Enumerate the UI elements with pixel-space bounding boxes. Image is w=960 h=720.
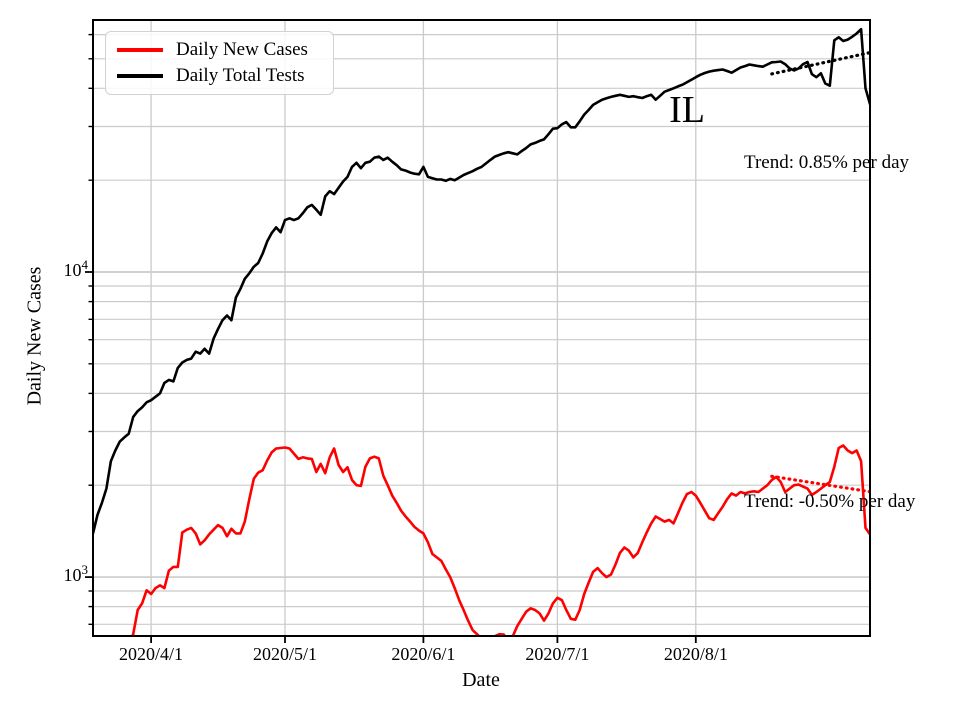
tests-trend-label: Trend: 0.85% per day (744, 152, 909, 173)
y-tick-label-10e3: 103 (40, 562, 89, 586)
y-tick-exponent: 4 (81, 257, 89, 272)
legend-label: Daily Total Tests (176, 65, 305, 86)
legend-item-daily-new-cases: Daily New Cases (117, 39, 327, 61)
x-tick-label: 2020/5/1 (253, 644, 318, 664)
y-tick-base: 10 (63, 565, 82, 585)
cases-trend-label: Trend: -0.50% per day (744, 491, 916, 512)
x-tick-label: 2020/8/1 (663, 644, 728, 664)
y-tick-label-10e4: 104 (40, 257, 89, 281)
y-tick-exponent: 3 (81, 562, 89, 577)
legend: Daily New Cases Daily Total Tests (105, 31, 334, 95)
legend-label: Daily New Cases (176, 39, 308, 60)
x-tick-label: 2020/6/1 (391, 644, 456, 664)
legend-item-daily-total-tests: Daily Total Tests (117, 65, 327, 87)
x-tick-label: 2020/4/1 (119, 644, 184, 664)
x-axis-title: Date (462, 669, 500, 691)
legend-line-icon (117, 48, 163, 52)
state-annotation: IL (669, 89, 705, 131)
y-axis-title: Daily New Cases (23, 266, 46, 406)
x-tick-label: 2020/7/1 (525, 644, 590, 664)
y-tick-base: 10 (63, 260, 82, 280)
legend-line-icon (117, 74, 163, 78)
